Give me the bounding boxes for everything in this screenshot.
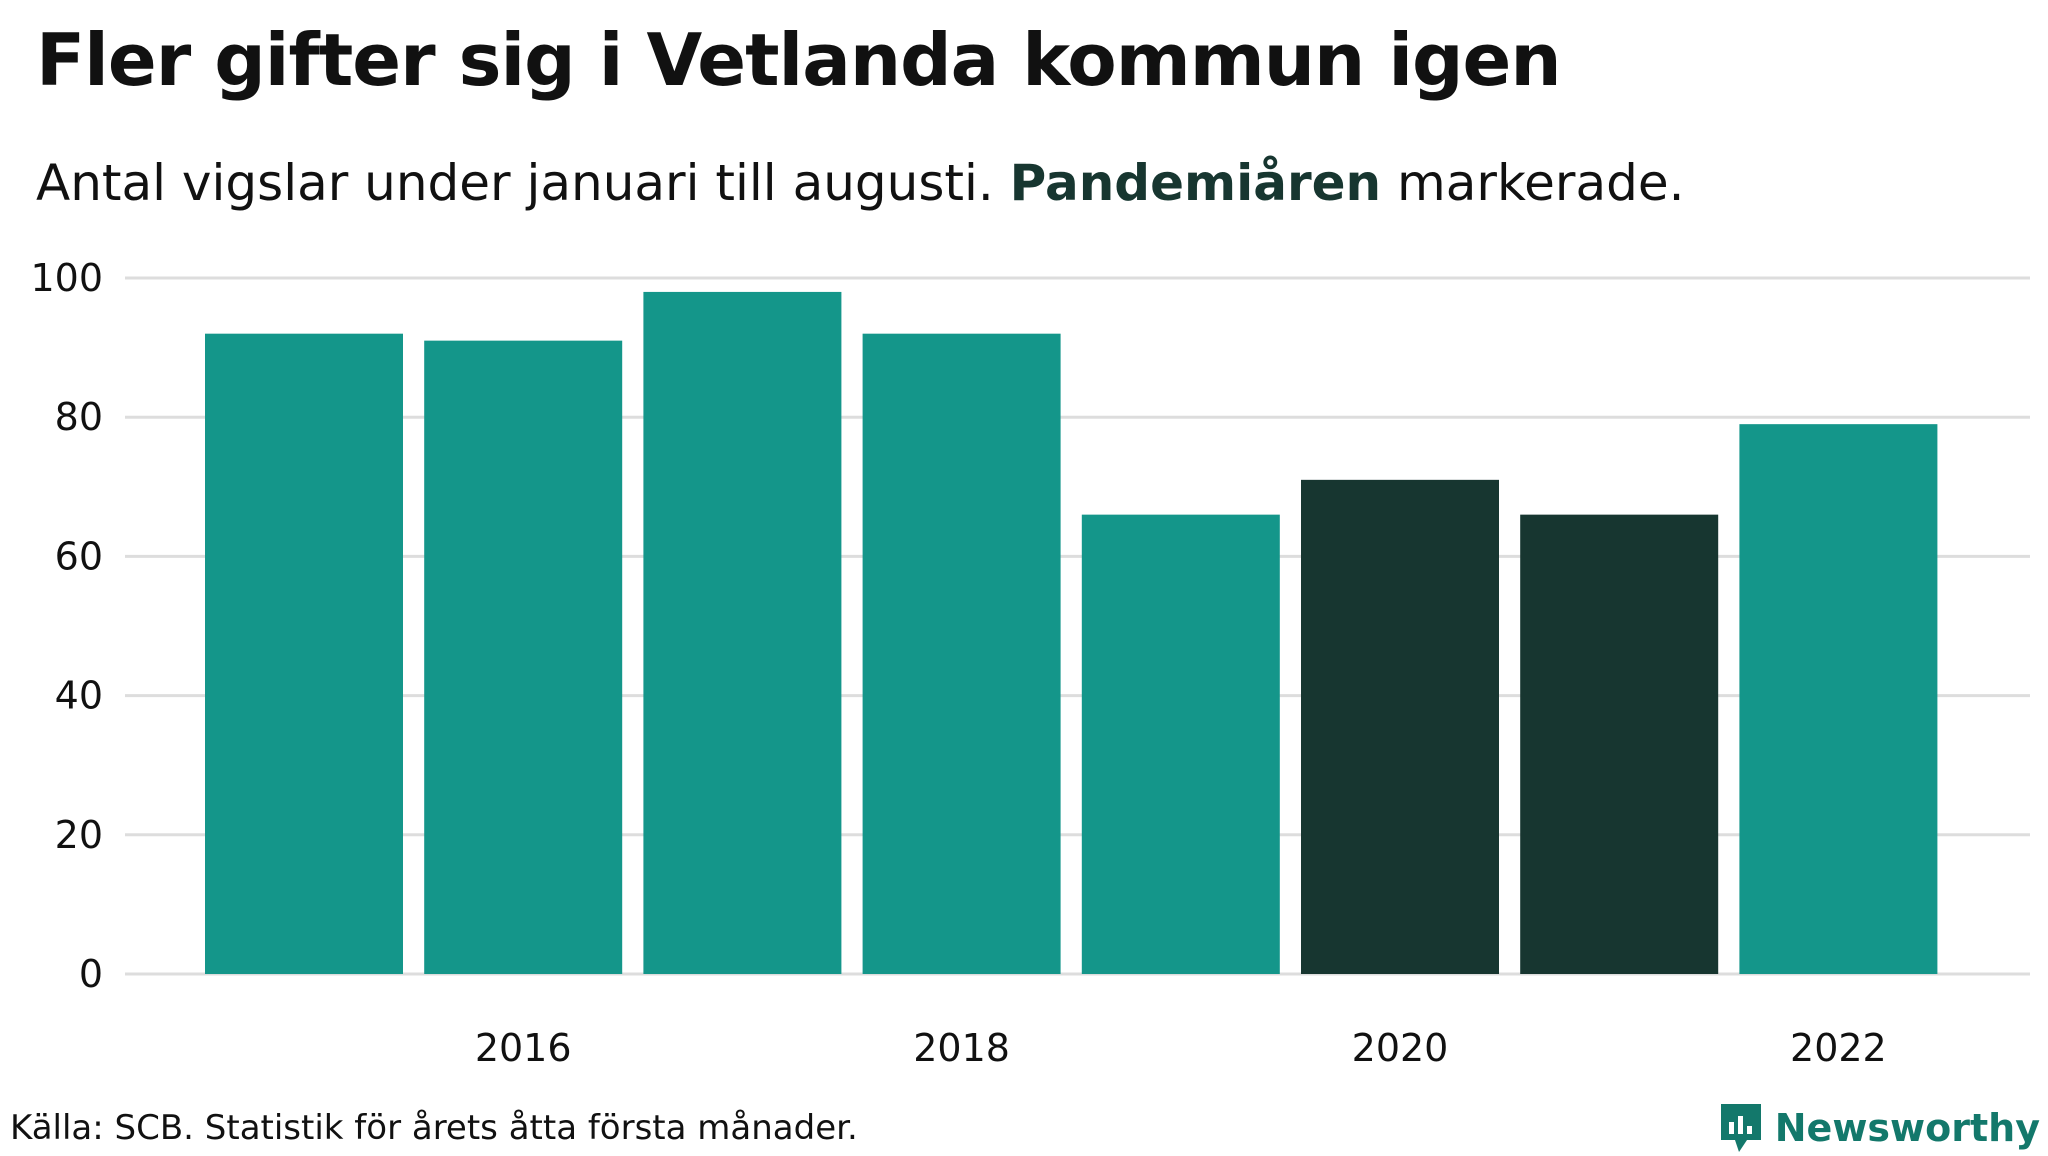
bar-2022 <box>1739 424 1938 974</box>
bar-2018 <box>862 333 1061 974</box>
x-tick-label-2020: 2020 <box>1352 1026 1449 1070</box>
x-tick-label-2018: 2018 <box>913 1026 1010 1070</box>
bar-2021 <box>1520 514 1719 974</box>
bar-2017 <box>643 291 842 974</box>
bar-2020 <box>1301 479 1499 974</box>
subtitle-text: Antal vigslar under januari till augusti… <box>36 154 1010 212</box>
y-tick-label-80: 80 <box>55 395 103 439</box>
bar-2015 <box>205 333 403 974</box>
y-tick-label-20: 20 <box>55 813 103 857</box>
x-tick-label-2016: 2016 <box>475 1026 572 1070</box>
newsworthy-logo-icon <box>1720 1104 1761 1152</box>
subtitle-text-end: markerade. <box>1381 154 1685 212</box>
y-tick-label-40: 40 <box>55 674 103 718</box>
chart-subtitle: Antal vigslar under januari till augusti… <box>36 154 1684 212</box>
x-tick-label-2022: 2022 <box>1790 1026 1887 1070</box>
chart-title: Fler gifter sig i Vetlanda kommun igen <box>36 18 1562 102</box>
bar-2019 <box>1081 514 1280 974</box>
bar-2016 <box>424 340 623 974</box>
y-tick-label-100: 100 <box>30 256 103 300</box>
y-tick-label-0: 0 <box>79 952 103 996</box>
brand-name: Newsworthy <box>1774 1106 2040 1150</box>
brand-logo: Newsworthy <box>1717 1100 2040 1156</box>
subtitle-highlight: Pandemiåren <box>1009 154 1382 212</box>
y-tick-label-60: 60 <box>55 534 103 578</box>
source-note: Källa: SCB. Statistik för årets åtta för… <box>10 1108 858 1148</box>
